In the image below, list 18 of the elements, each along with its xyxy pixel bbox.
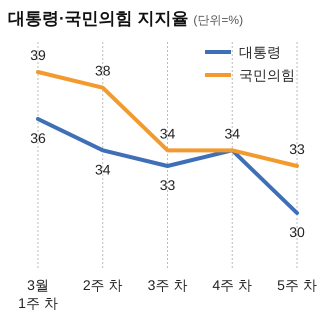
data-label: 33 xyxy=(160,177,176,193)
x-tick-label: 4주 차 xyxy=(212,277,252,293)
x-tick-label: 3월 1주 차 xyxy=(18,277,58,311)
x-tick-label: 2주 차 xyxy=(82,277,123,293)
chart-title: 대통령·국민의힘 지지율 xyxy=(8,9,188,28)
data-label: 34 xyxy=(160,125,176,142)
data-label: 30 xyxy=(289,224,305,240)
x-tick-label: 5주 차 xyxy=(277,277,317,293)
x-tick-label: 3주 차 xyxy=(148,277,188,293)
data-label: 39 xyxy=(30,47,46,63)
legend-label: 국민의힘 xyxy=(239,67,295,83)
data-label: 38 xyxy=(94,62,111,79)
data-label: 33 xyxy=(289,141,305,157)
chart-subtitle: (단위=%) xyxy=(193,13,244,27)
data-label: 36 xyxy=(30,130,46,146)
legend-label: 대통령 xyxy=(239,44,281,60)
data-label: 34 xyxy=(94,161,111,178)
data-label: 34 xyxy=(224,125,240,142)
